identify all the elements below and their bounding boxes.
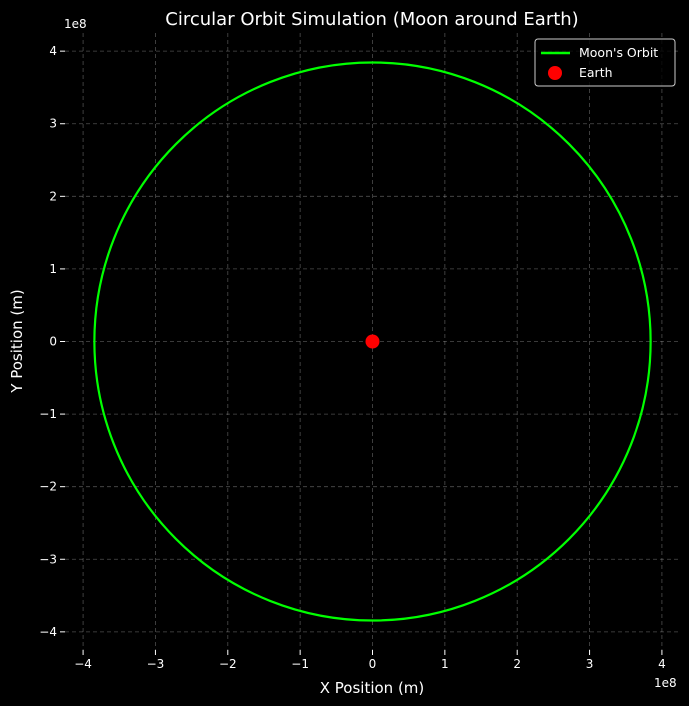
legend: Moon's Orbit Earth xyxy=(534,38,676,87)
y-tick-label-6: 2 xyxy=(49,189,57,203)
y-tick-label-4: 0 xyxy=(49,335,57,349)
y-tick-label-7: 3 xyxy=(49,117,57,131)
y-offset-label: 1e8 xyxy=(64,17,87,31)
x-tick-label-1: −3 xyxy=(147,657,165,671)
y-axis-label: Y Position (m) xyxy=(8,289,26,393)
legend-orbit-label: Moon's Orbit xyxy=(579,45,658,60)
x-tick-label-0: −4 xyxy=(74,657,92,671)
earth-marker xyxy=(365,334,380,349)
y-tick-label-5: 1 xyxy=(49,262,57,276)
x-tick-label-3: −1 xyxy=(291,657,309,671)
y-tick-label-0: −4 xyxy=(39,625,57,639)
x-tick-label-5: 1 xyxy=(441,657,449,671)
x-tick-label-2: −2 xyxy=(219,657,237,671)
x-axis-label: X Position (m) xyxy=(320,679,425,697)
chart-title: Circular Orbit Simulation (Moon around E… xyxy=(165,9,578,30)
y-tick-label-8: 4 xyxy=(49,44,57,58)
legend-frame xyxy=(534,38,676,87)
legend-earth-swatch xyxy=(548,66,562,80)
legend-earth-label: Earth xyxy=(579,65,613,80)
ticks: −4 −3 −2 −1 0 1 2 3 4 −4 −3 −2 −1 0 1 2 3 4 xyxy=(39,44,665,671)
x-tick-label-4: 0 xyxy=(369,657,377,671)
orbit-line xyxy=(93,61,652,622)
x-tick-label-6: 2 xyxy=(513,657,521,671)
y-tick-label-2: −2 xyxy=(39,480,57,494)
y-tick-label-1: −3 xyxy=(39,552,57,566)
y-tick-label-3: −1 xyxy=(39,407,57,421)
x-offset-label: 1e8 xyxy=(654,676,677,690)
series xyxy=(93,61,652,622)
x-tick-label-7: 3 xyxy=(586,657,594,671)
x-tick-label-8: 4 xyxy=(658,657,666,671)
